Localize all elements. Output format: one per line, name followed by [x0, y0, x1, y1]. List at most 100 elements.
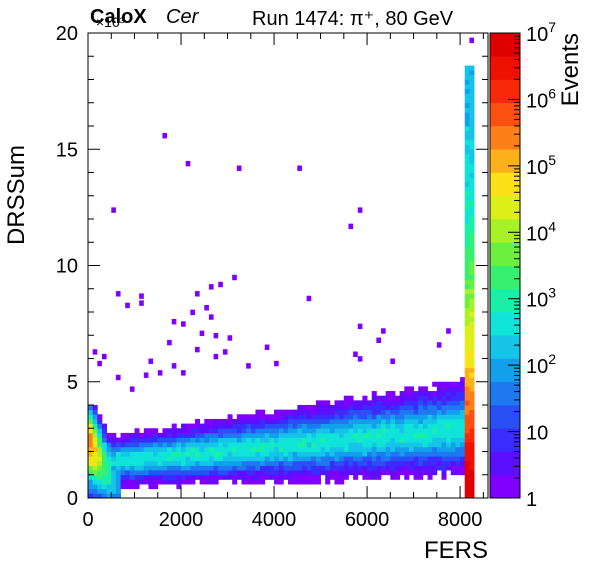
heatmap-cell — [301, 446, 307, 452]
heatmap-cell — [469, 451, 475, 457]
heatmap-cell — [241, 479, 247, 485]
heatmap-cell — [469, 377, 475, 383]
heatmap-cell — [385, 442, 391, 448]
heatmap-cell — [181, 456, 187, 462]
heatmap-cell — [469, 260, 475, 266]
heatmap-cell — [208, 460, 214, 466]
heatmap-cell — [232, 451, 238, 457]
heatmap-cell — [311, 418, 317, 424]
heatmap-cell — [394, 437, 401, 443]
heatmap-cell — [199, 470, 205, 476]
heatmap-cell — [134, 451, 140, 457]
heatmap-cell — [376, 460, 382, 466]
heatmap-cell — [367, 400, 373, 406]
heatmap-cell — [464, 321, 470, 327]
heatmap-cell — [232, 442, 238, 448]
heatmap-cell — [367, 470, 373, 476]
heatmap-cell — [269, 423, 275, 429]
heatmap-cell — [115, 493, 121, 499]
heatmap-cell — [399, 405, 405, 411]
heatmap-cell — [385, 456, 391, 462]
heatmap-cell — [455, 442, 461, 448]
heatmap-cell — [404, 391, 410, 397]
heatmap-cell — [464, 200, 470, 206]
heatmap-cell — [464, 446, 470, 452]
heatmap-cell — [101, 484, 107, 490]
heatmap-cell — [325, 442, 331, 448]
heatmap-cell — [325, 432, 331, 438]
heatmap-cell — [260, 456, 266, 462]
heatmap-cell — [362, 446, 368, 452]
heatmap-cell — [111, 446, 117, 452]
heatmap-cell — [125, 432, 131, 438]
heatmap-cell — [460, 423, 466, 429]
heatmap-cell — [455, 470, 461, 476]
heatmap-cell — [120, 465, 126, 471]
heatmap-cell — [208, 451, 214, 457]
heatmap-cell — [348, 400, 354, 406]
heatmap-cell — [367, 437, 373, 443]
heatmap-cell — [320, 432, 326, 438]
heatmap-cell — [450, 423, 456, 429]
heatmap-cell — [292, 409, 298, 415]
color-scale-segment — [490, 474, 520, 499]
heatmap-cell — [408, 460, 414, 466]
heatmap-cell — [469, 395, 475, 401]
heatmap-cell — [325, 465, 331, 471]
outlier-cell — [139, 293, 144, 299]
heatmap-cell — [101, 451, 107, 457]
heatmap-cell — [385, 451, 391, 457]
heatmap-cell — [441, 409, 447, 415]
heatmap-cell — [260, 418, 266, 424]
heatmap-cell — [236, 465, 242, 471]
heatmap-cell — [357, 437, 363, 443]
heatmap-cell — [408, 432, 414, 438]
heatmap-cell — [306, 423, 312, 429]
heatmap-cell — [120, 446, 126, 452]
heatmap-cell — [274, 474, 280, 480]
heatmap-cell — [185, 446, 191, 452]
heatmap-cell — [436, 423, 442, 429]
heatmap-cell — [204, 474, 210, 480]
heatmap-cell — [455, 395, 461, 401]
heatmap-cell — [464, 274, 470, 280]
heatmap-cell — [422, 437, 428, 443]
heatmap-cell — [97, 451, 103, 457]
heatmap-cell — [306, 437, 312, 443]
heatmap-cell — [334, 409, 340, 415]
heatmap-cell — [97, 428, 103, 434]
heatmap-cell — [297, 409, 303, 415]
heatmap-cell — [436, 405, 442, 411]
experiment-name: CaloX — [90, 6, 147, 28]
heatmap-cell — [106, 460, 112, 466]
heatmap-cell — [432, 437, 438, 443]
heatmap-cell — [88, 451, 94, 457]
heatmap-cell — [357, 456, 363, 462]
heatmap-cell — [399, 456, 405, 462]
heatmap-cell — [399, 395, 405, 401]
heatmap-cell — [390, 474, 396, 480]
heatmap-cell — [111, 442, 117, 448]
heatmap-cell — [213, 423, 219, 429]
heatmap-cell — [264, 418, 270, 424]
heatmap-cell — [264, 414, 270, 420]
heatmap-cell — [208, 437, 214, 443]
heatmap-cell — [464, 116, 470, 122]
heatmap-cell — [167, 446, 173, 452]
heatmap-cell — [278, 470, 284, 476]
heatmap-cell — [469, 107, 475, 113]
heatmap-cell — [88, 470, 94, 476]
heatmap-cell — [432, 456, 438, 462]
heatmap-cell — [167, 451, 173, 457]
heatmap-cell — [362, 470, 368, 476]
heatmap-cell — [460, 460, 466, 466]
heatmap-cell — [246, 423, 252, 429]
heatmap-cell — [469, 195, 475, 201]
heatmap-cell — [464, 279, 470, 285]
heatmap-cell — [399, 465, 405, 471]
heatmap-cell — [260, 460, 266, 466]
heatmap-cell — [241, 446, 247, 452]
heatmap-cell — [292, 474, 298, 480]
heatmap-cell — [362, 460, 368, 466]
heatmap-cell — [413, 391, 419, 397]
